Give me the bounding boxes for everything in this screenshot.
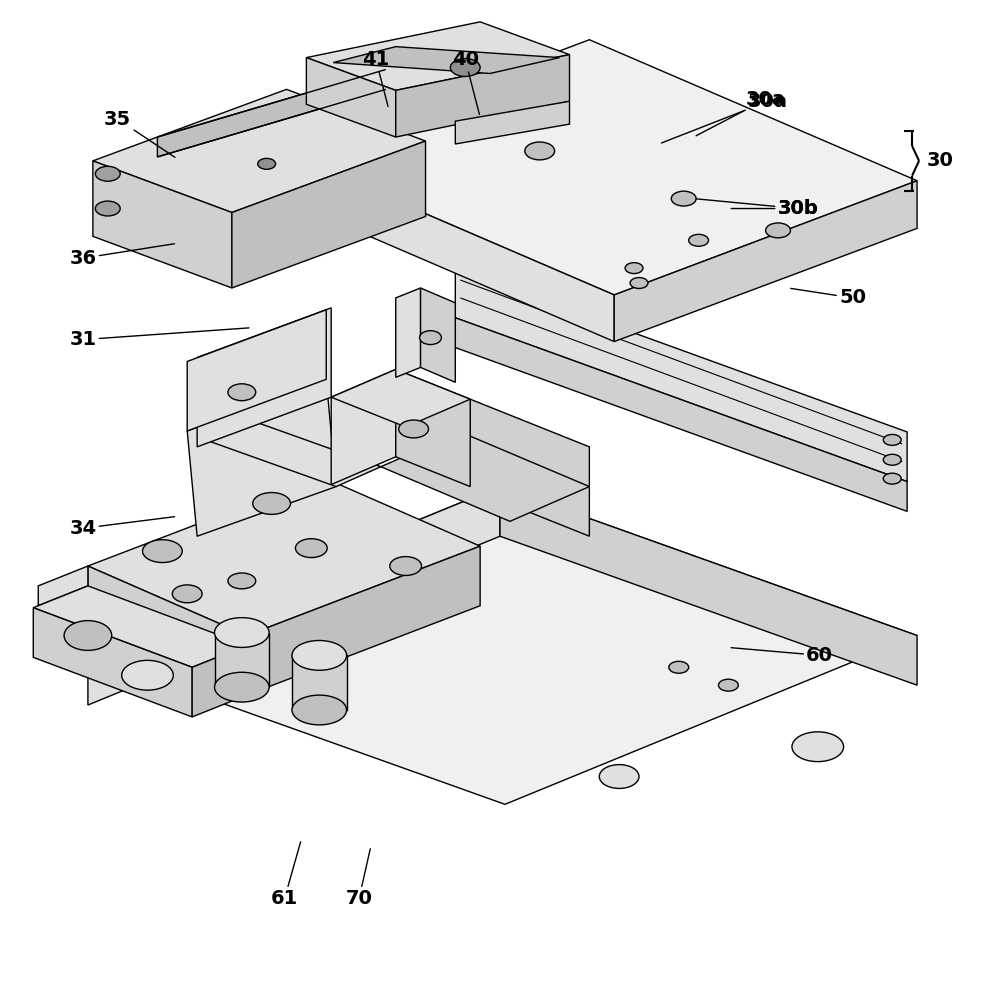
Polygon shape: [331, 369, 396, 485]
Ellipse shape: [253, 493, 290, 514]
Polygon shape: [157, 70, 386, 157]
Text: 40: 40: [452, 50, 479, 114]
Polygon shape: [215, 633, 269, 687]
Polygon shape: [187, 379, 336, 536]
Ellipse shape: [292, 640, 347, 670]
Ellipse shape: [215, 618, 269, 647]
Ellipse shape: [95, 201, 120, 215]
Text: 36: 36: [69, 243, 175, 268]
Ellipse shape: [172, 585, 202, 603]
Ellipse shape: [258, 158, 276, 170]
Polygon shape: [331, 369, 470, 427]
Ellipse shape: [669, 661, 689, 673]
Polygon shape: [470, 399, 589, 536]
Text: 61: 61: [271, 842, 301, 909]
Polygon shape: [247, 546, 480, 695]
Text: 30b: 30b: [731, 199, 818, 218]
Polygon shape: [333, 47, 560, 73]
Polygon shape: [88, 477, 480, 636]
Polygon shape: [88, 566, 247, 695]
Ellipse shape: [883, 455, 901, 465]
Text: 30: 30: [927, 151, 954, 171]
Ellipse shape: [390, 556, 422, 575]
Ellipse shape: [143, 540, 182, 562]
Polygon shape: [38, 566, 88, 606]
Text: 50: 50: [791, 288, 866, 308]
Ellipse shape: [64, 621, 112, 650]
Ellipse shape: [599, 765, 639, 788]
Polygon shape: [381, 432, 589, 521]
Polygon shape: [187, 310, 326, 431]
Polygon shape: [455, 101, 570, 144]
Polygon shape: [500, 487, 917, 685]
Ellipse shape: [450, 59, 480, 76]
Polygon shape: [455, 318, 907, 511]
Text: 70: 70: [346, 849, 372, 909]
Ellipse shape: [625, 263, 643, 273]
Polygon shape: [421, 288, 455, 382]
Ellipse shape: [671, 191, 696, 206]
Text: 34: 34: [69, 516, 175, 538]
Ellipse shape: [525, 142, 555, 160]
Polygon shape: [93, 161, 232, 288]
Polygon shape: [88, 487, 500, 705]
Polygon shape: [292, 655, 347, 710]
Ellipse shape: [95, 167, 120, 182]
Ellipse shape: [292, 695, 347, 725]
Polygon shape: [33, 586, 247, 667]
Text: 41: 41: [362, 50, 389, 106]
Polygon shape: [88, 487, 917, 804]
Polygon shape: [306, 58, 396, 137]
Ellipse shape: [630, 277, 648, 288]
Ellipse shape: [228, 573, 256, 589]
Ellipse shape: [295, 538, 327, 558]
Ellipse shape: [420, 331, 441, 345]
Polygon shape: [396, 369, 470, 487]
Text: 30a: 30a: [661, 91, 788, 143]
Polygon shape: [197, 308, 331, 447]
Polygon shape: [306, 22, 570, 90]
Polygon shape: [197, 417, 381, 487]
Text: 60: 60: [731, 645, 833, 665]
Ellipse shape: [718, 679, 738, 691]
Text: 30a: 30a: [696, 89, 786, 136]
Ellipse shape: [228, 383, 256, 401]
Ellipse shape: [399, 420, 429, 438]
Ellipse shape: [766, 223, 790, 237]
Text: 31: 31: [69, 328, 249, 350]
Polygon shape: [287, 40, 917, 295]
Ellipse shape: [689, 234, 709, 246]
Polygon shape: [33, 608, 192, 717]
Ellipse shape: [122, 660, 173, 690]
Ellipse shape: [883, 435, 901, 445]
Polygon shape: [192, 645, 247, 717]
Polygon shape: [287, 154, 614, 342]
Ellipse shape: [792, 732, 844, 762]
Polygon shape: [614, 181, 917, 342]
Polygon shape: [232, 141, 426, 288]
Ellipse shape: [215, 672, 269, 702]
Ellipse shape: [883, 473, 901, 485]
Polygon shape: [93, 89, 426, 213]
Polygon shape: [396, 288, 421, 377]
Text: 35: 35: [104, 109, 175, 157]
Polygon shape: [455, 268, 907, 482]
Polygon shape: [396, 55, 570, 137]
Text: 30b: 30b: [696, 199, 818, 218]
